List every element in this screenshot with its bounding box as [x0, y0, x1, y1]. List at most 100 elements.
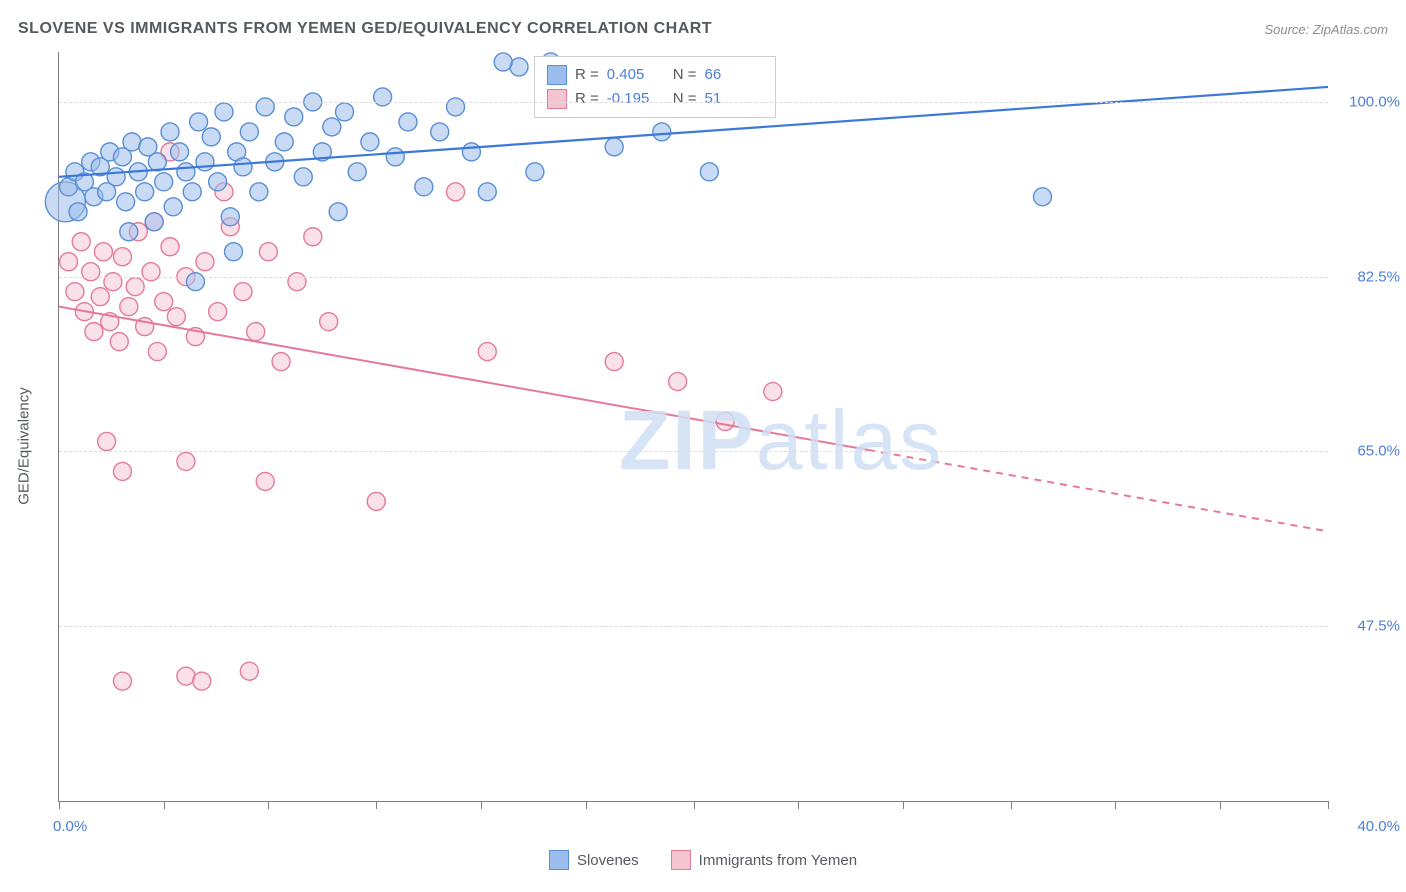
- x-tick-mark: [1115, 801, 1116, 809]
- data-point: [462, 143, 480, 161]
- n-value: 66: [705, 63, 763, 87]
- y-tick-label: 82.5%: [1340, 268, 1400, 285]
- r-label: R =: [575, 87, 599, 111]
- legend-item: Slovenes: [549, 850, 639, 870]
- r-value: -0.195: [607, 87, 665, 111]
- data-point: [304, 228, 322, 246]
- plot-area: ZIPatlas R =0.405N =66R =-0.195N =51 47.…: [58, 52, 1328, 802]
- data-point: [700, 163, 718, 181]
- legend-item: Immigrants from Yemen: [671, 850, 857, 870]
- data-point: [193, 672, 211, 690]
- x-max-label: 40.0%: [1357, 818, 1400, 835]
- data-point: [764, 383, 782, 401]
- x-tick-mark: [1011, 801, 1012, 809]
- n-label: N =: [673, 87, 697, 111]
- data-point: [171, 143, 189, 161]
- data-point: [120, 298, 138, 316]
- data-point: [209, 303, 227, 321]
- correlation-legend: R =0.405N =66R =-0.195N =51: [534, 56, 776, 118]
- x-tick-mark: [1328, 801, 1329, 809]
- data-point: [526, 163, 544, 181]
- data-point: [202, 128, 220, 146]
- n-value: 51: [705, 87, 763, 111]
- legend-swatch: [549, 850, 569, 870]
- data-point: [113, 672, 131, 690]
- data-point: [240, 123, 258, 141]
- data-point: [320, 313, 338, 331]
- legend-swatch: [547, 89, 567, 109]
- data-point: [69, 203, 87, 221]
- legend-swatch: [671, 850, 691, 870]
- data-point: [256, 472, 274, 490]
- data-point: [224, 243, 242, 261]
- data-point: [367, 492, 385, 510]
- data-point: [82, 263, 100, 281]
- data-point: [348, 163, 366, 181]
- data-point: [120, 223, 138, 241]
- title-bar: SLOVENE VS IMMIGRANTS FROM YEMEN GED/EQU…: [18, 20, 1388, 38]
- data-point: [336, 103, 354, 121]
- data-point: [215, 103, 233, 121]
- data-point: [329, 203, 347, 221]
- chart-title: SLOVENE VS IMMIGRANTS FROM YEMEN GED/EQU…: [18, 20, 712, 38]
- data-point: [98, 432, 116, 450]
- data-point: [190, 113, 208, 131]
- data-point: [60, 253, 78, 271]
- x-tick-mark: [59, 801, 60, 809]
- legend-swatch: [547, 65, 567, 85]
- data-point: [605, 138, 623, 156]
- data-point: [196, 153, 214, 171]
- data-point: [447, 98, 465, 116]
- data-point: [250, 183, 268, 201]
- data-point: [386, 148, 404, 166]
- n-label: N =: [673, 63, 697, 87]
- data-point: [605, 353, 623, 371]
- r-label: R =: [575, 63, 599, 87]
- data-point: [145, 213, 163, 231]
- data-point: [155, 293, 173, 311]
- chart-container: SLOVENE VS IMMIGRANTS FROM YEMEN GED/EQU…: [0, 0, 1406, 892]
- data-point: [85, 323, 103, 341]
- x-tick-mark: [903, 801, 904, 809]
- x-tick-mark: [481, 801, 482, 809]
- data-point: [104, 273, 122, 291]
- data-point: [72, 233, 90, 251]
- data-point: [234, 283, 252, 301]
- x-tick-mark: [164, 801, 165, 809]
- data-point: [234, 158, 252, 176]
- y-axis-label: GED/Equivalency: [16, 387, 33, 505]
- y-tick-label: 65.0%: [1340, 443, 1400, 460]
- data-point: [275, 133, 293, 151]
- data-point: [142, 263, 160, 281]
- data-point: [447, 183, 465, 201]
- x-min-label: 0.0%: [53, 818, 87, 835]
- data-point: [669, 373, 687, 391]
- x-tick-mark: [1220, 801, 1221, 809]
- data-point: [478, 183, 496, 201]
- data-point: [361, 133, 379, 151]
- legend-label: Slovenes: [577, 852, 639, 869]
- data-point: [110, 333, 128, 351]
- x-tick-mark: [586, 801, 587, 809]
- data-point: [285, 108, 303, 126]
- data-point: [415, 178, 433, 196]
- data-point: [167, 308, 185, 326]
- data-point: [653, 123, 671, 141]
- regression-line-dashed: [868, 450, 1328, 531]
- data-point: [161, 238, 179, 256]
- data-point: [196, 253, 214, 271]
- data-point: [399, 113, 417, 131]
- data-point: [240, 662, 258, 680]
- regression-line: [59, 307, 868, 450]
- source-label: Source: ZipAtlas.com: [1264, 22, 1388, 37]
- data-point: [91, 288, 109, 306]
- x-tick-mark: [694, 801, 695, 809]
- data-point: [478, 343, 496, 361]
- data-point: [259, 243, 277, 261]
- data-point: [94, 243, 112, 261]
- data-point: [155, 173, 173, 191]
- data-point: [136, 183, 154, 201]
- correlation-legend-row: R =0.405N =66: [547, 63, 763, 87]
- data-point: [272, 353, 290, 371]
- data-point: [113, 248, 131, 266]
